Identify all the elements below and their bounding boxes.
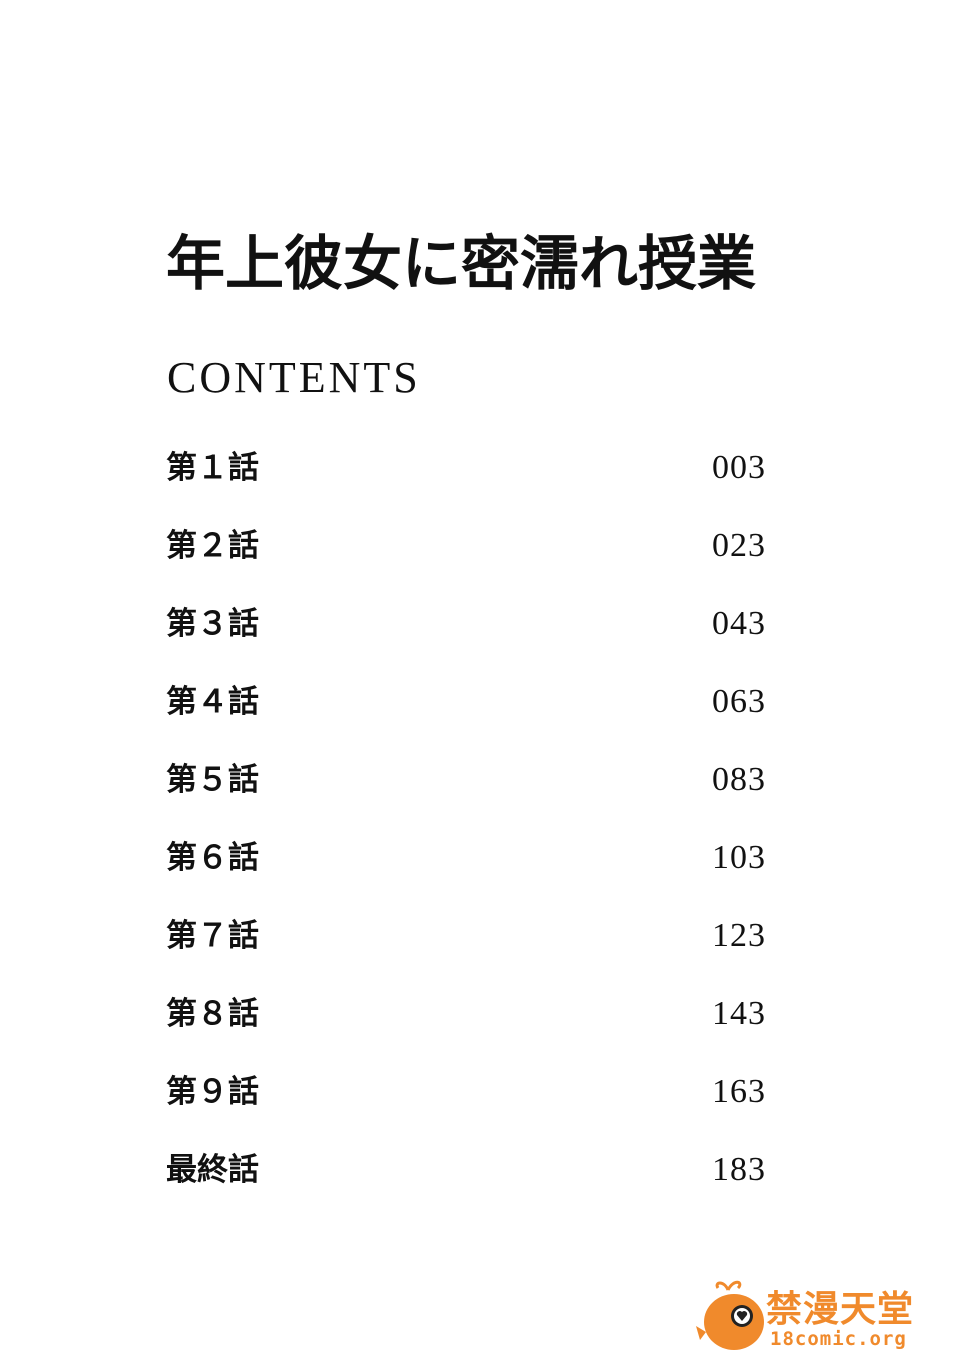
- table-of-contents: 第１話 003 第２話 023 第３話 043 第４話 063 第５話 083 第６話 103 第７話 1…: [166, 448, 766, 1228]
- page-number: 103: [712, 839, 766, 876]
- chapter-label: 第２話: [166, 528, 259, 564]
- toc-entry: 第８話 143: [166, 994, 766, 1072]
- chapter-label: 第４話: [166, 684, 259, 720]
- chapter-label: 第８話: [166, 996, 259, 1032]
- watermark-logo: 禁漫天堂 18comic.org: [694, 1276, 924, 1358]
- whale-logo-icon: [696, 1280, 764, 1350]
- contents-heading: CONTENTS: [167, 353, 421, 402]
- toc-entry: 第３話 043: [166, 604, 766, 682]
- page-number: 063: [712, 683, 766, 720]
- chapter-label: 第９話: [166, 1074, 259, 1110]
- page-number: 123: [712, 917, 766, 954]
- chapter-label: 第５話: [166, 762, 259, 798]
- toc-entry: 第２話 023: [166, 526, 766, 604]
- book-title: 年上彼女に密濡れ授業: [166, 229, 757, 298]
- toc-entry: 第９話 163: [166, 1072, 766, 1150]
- page-number: 143: [712, 995, 766, 1032]
- page-number: 163: [712, 1073, 766, 1110]
- page-number: 183: [712, 1151, 766, 1188]
- chapter-label: 第３話: [166, 606, 259, 642]
- chapter-label: 第１話: [166, 450, 259, 486]
- chapter-label: 第６話: [166, 840, 259, 876]
- toc-entry: 第６話 103: [166, 838, 766, 916]
- page-number: 083: [712, 761, 766, 798]
- watermark-url: 18comic.org: [770, 1328, 907, 1350]
- toc-entry: 第５話 083: [166, 760, 766, 838]
- page-number: 043: [712, 605, 766, 642]
- chapter-label: 最終話: [166, 1152, 259, 1188]
- toc-entry: 第７話 123: [166, 916, 766, 994]
- toc-entry: 第４話 063: [166, 682, 766, 760]
- page-number: 023: [712, 527, 766, 564]
- chapter-label: 第７話: [166, 918, 259, 954]
- page-number: 003: [712, 449, 766, 486]
- toc-entry: 第１話 003: [166, 448, 766, 526]
- watermark-name: 禁漫天堂: [766, 1289, 915, 1330]
- toc-entry: 最終話 183: [166, 1150, 766, 1228]
